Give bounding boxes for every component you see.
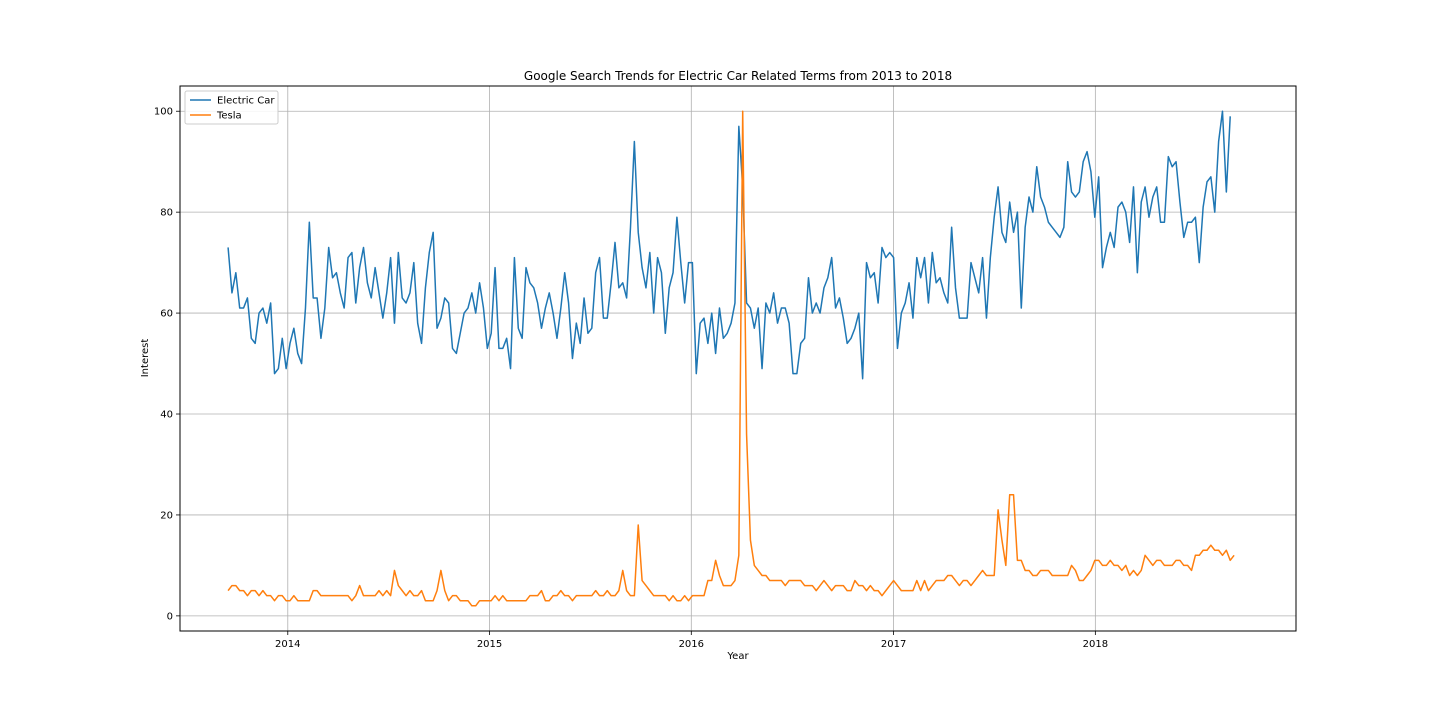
y-tick-label: 60 xyxy=(160,309,173,320)
y-tick-label: 80 xyxy=(160,208,173,219)
y-axis: 0 20 40 60 80 100 xyxy=(154,107,180,622)
x-axis-label: Year xyxy=(726,651,749,662)
x-tick-label: 2018 xyxy=(1083,639,1108,650)
legend-label: Electric Car xyxy=(217,96,275,107)
series-line-electric-car xyxy=(227,110,1231,380)
y-tick-label: 20 xyxy=(160,510,173,521)
y-tick-label: 0 xyxy=(167,611,173,622)
y-axis-label: Interest xyxy=(140,339,151,378)
x-tick-label: 2016 xyxy=(679,639,704,650)
chart-title: Google Search Trends for Electric Car Re… xyxy=(524,69,952,83)
x-axis: 2014 2015 2016 2017 2018 xyxy=(275,631,1108,650)
y-tick-label: 40 xyxy=(160,410,173,421)
x-tick-label: 2015 xyxy=(477,639,502,650)
legend: Electric Car Tesla xyxy=(184,90,279,125)
series-layer xyxy=(227,110,1235,607)
legend-label: Tesla xyxy=(216,111,242,122)
chart-grid xyxy=(180,86,1296,631)
series-line-tesla xyxy=(227,110,1235,607)
x-tick-label: 2017 xyxy=(881,639,906,650)
y-tick-label: 100 xyxy=(154,107,173,118)
plot-frame xyxy=(179,85,1297,632)
x-tick-label: 2014 xyxy=(275,639,300,650)
